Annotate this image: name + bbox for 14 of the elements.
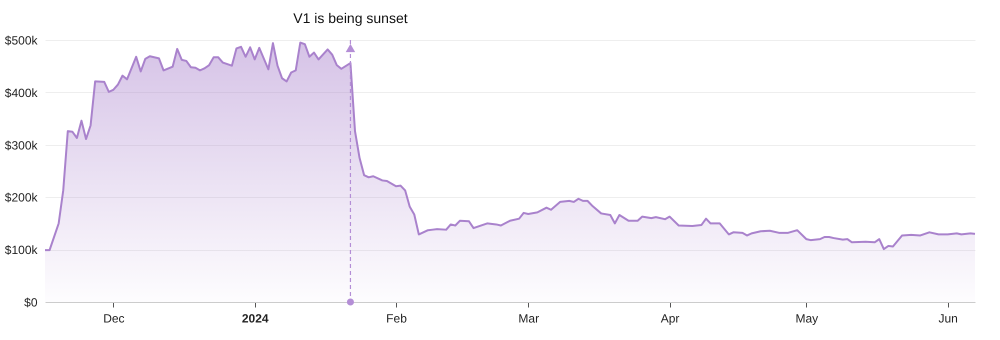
y-tick-label: $300k (4, 138, 38, 152)
y-tick-label: $400k (4, 86, 38, 100)
x-tick-label: 2024 (242, 312, 269, 326)
y-tick-label: $200k (4, 190, 38, 205)
y-tick-label: $500k (4, 34, 38, 48)
x-tick-label: Dec (103, 312, 125, 326)
y-tick-label: $100k (4, 243, 38, 258)
x-tick-label: Jun (938, 312, 958, 326)
ref-line-label: V1 is being sunset (293, 10, 408, 26)
x-tick-label: Mar (518, 312, 540, 326)
x-tick-label: Feb (386, 312, 408, 326)
x-tick-label: May (795, 312, 818, 326)
x-tick-label: Apr (660, 312, 680, 326)
y-tick-label: $0 (24, 296, 38, 310)
